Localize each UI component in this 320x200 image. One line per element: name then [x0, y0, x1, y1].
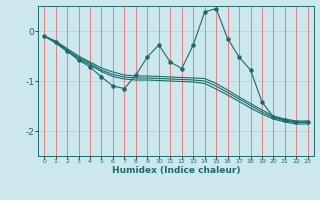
X-axis label: Humidex (Indice chaleur): Humidex (Indice chaleur) — [112, 166, 240, 175]
